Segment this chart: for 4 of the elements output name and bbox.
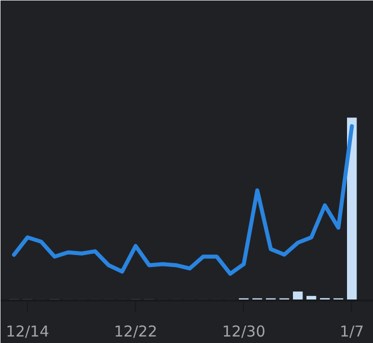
- x-tick-label: 12/30: [222, 322, 266, 340]
- x-tick-label: 1/7: [340, 322, 364, 340]
- x-tick-label: 12/22: [114, 322, 158, 340]
- x-tick-label: 12/14: [6, 322, 50, 340]
